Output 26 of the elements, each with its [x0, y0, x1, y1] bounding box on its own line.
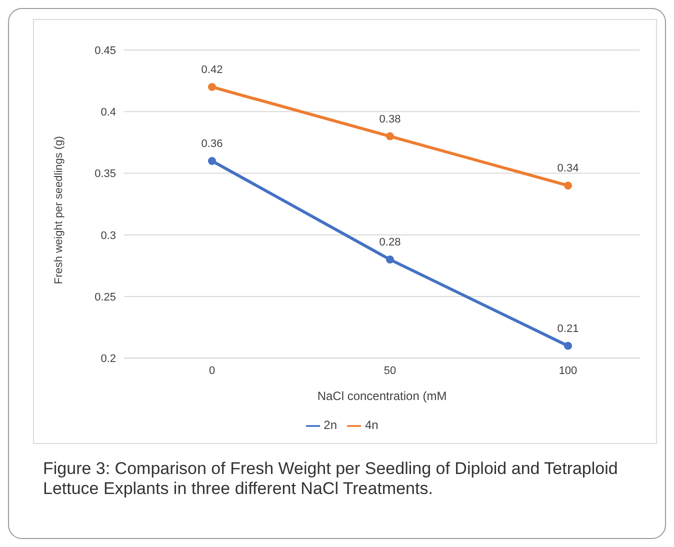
data-label: 0.28 [379, 236, 401, 249]
point [386, 132, 394, 140]
data-label: 0.38 [379, 113, 401, 126]
y-tick-label: 0.2 [100, 353, 116, 366]
y-tick-label: 0.25 [94, 291, 116, 304]
x-tick-label: 0 [208, 364, 216, 377]
y-tick-label: 0.4 [100, 106, 116, 119]
data-label: 0.42 [201, 64, 223, 76]
x-axis-title: NaCl concentration (mM [317, 389, 447, 404]
y-tick-label: 0.35 [94, 168, 116, 180]
caption: Figure 3: Comparison of Fresh Weight per Seedling of Diploid and Tetraploid Lettuce Explants in three different NaCl Treatments. [43, 459, 619, 499]
data-label: 0.36 [201, 138, 223, 150]
y-axis-title: Fresh weight per seedlings (g) [52, 136, 65, 284]
point [564, 182, 572, 190]
x-tick-label: 100 [558, 364, 578, 377]
point [208, 156, 216, 165]
data-label: 0.21 [557, 322, 579, 335]
x-tick-label: 50 [384, 364, 396, 377]
y-tick-label: 0.3 [100, 230, 116, 242]
point [386, 256, 394, 264]
point [564, 342, 572, 350]
legend-label: 4n [365, 418, 378, 432]
y-tick-label: 0.45 [94, 44, 116, 57]
data-label: 0.34 [557, 162, 579, 175]
legend-label: 2n [324, 418, 337, 432]
point [208, 82, 216, 91]
